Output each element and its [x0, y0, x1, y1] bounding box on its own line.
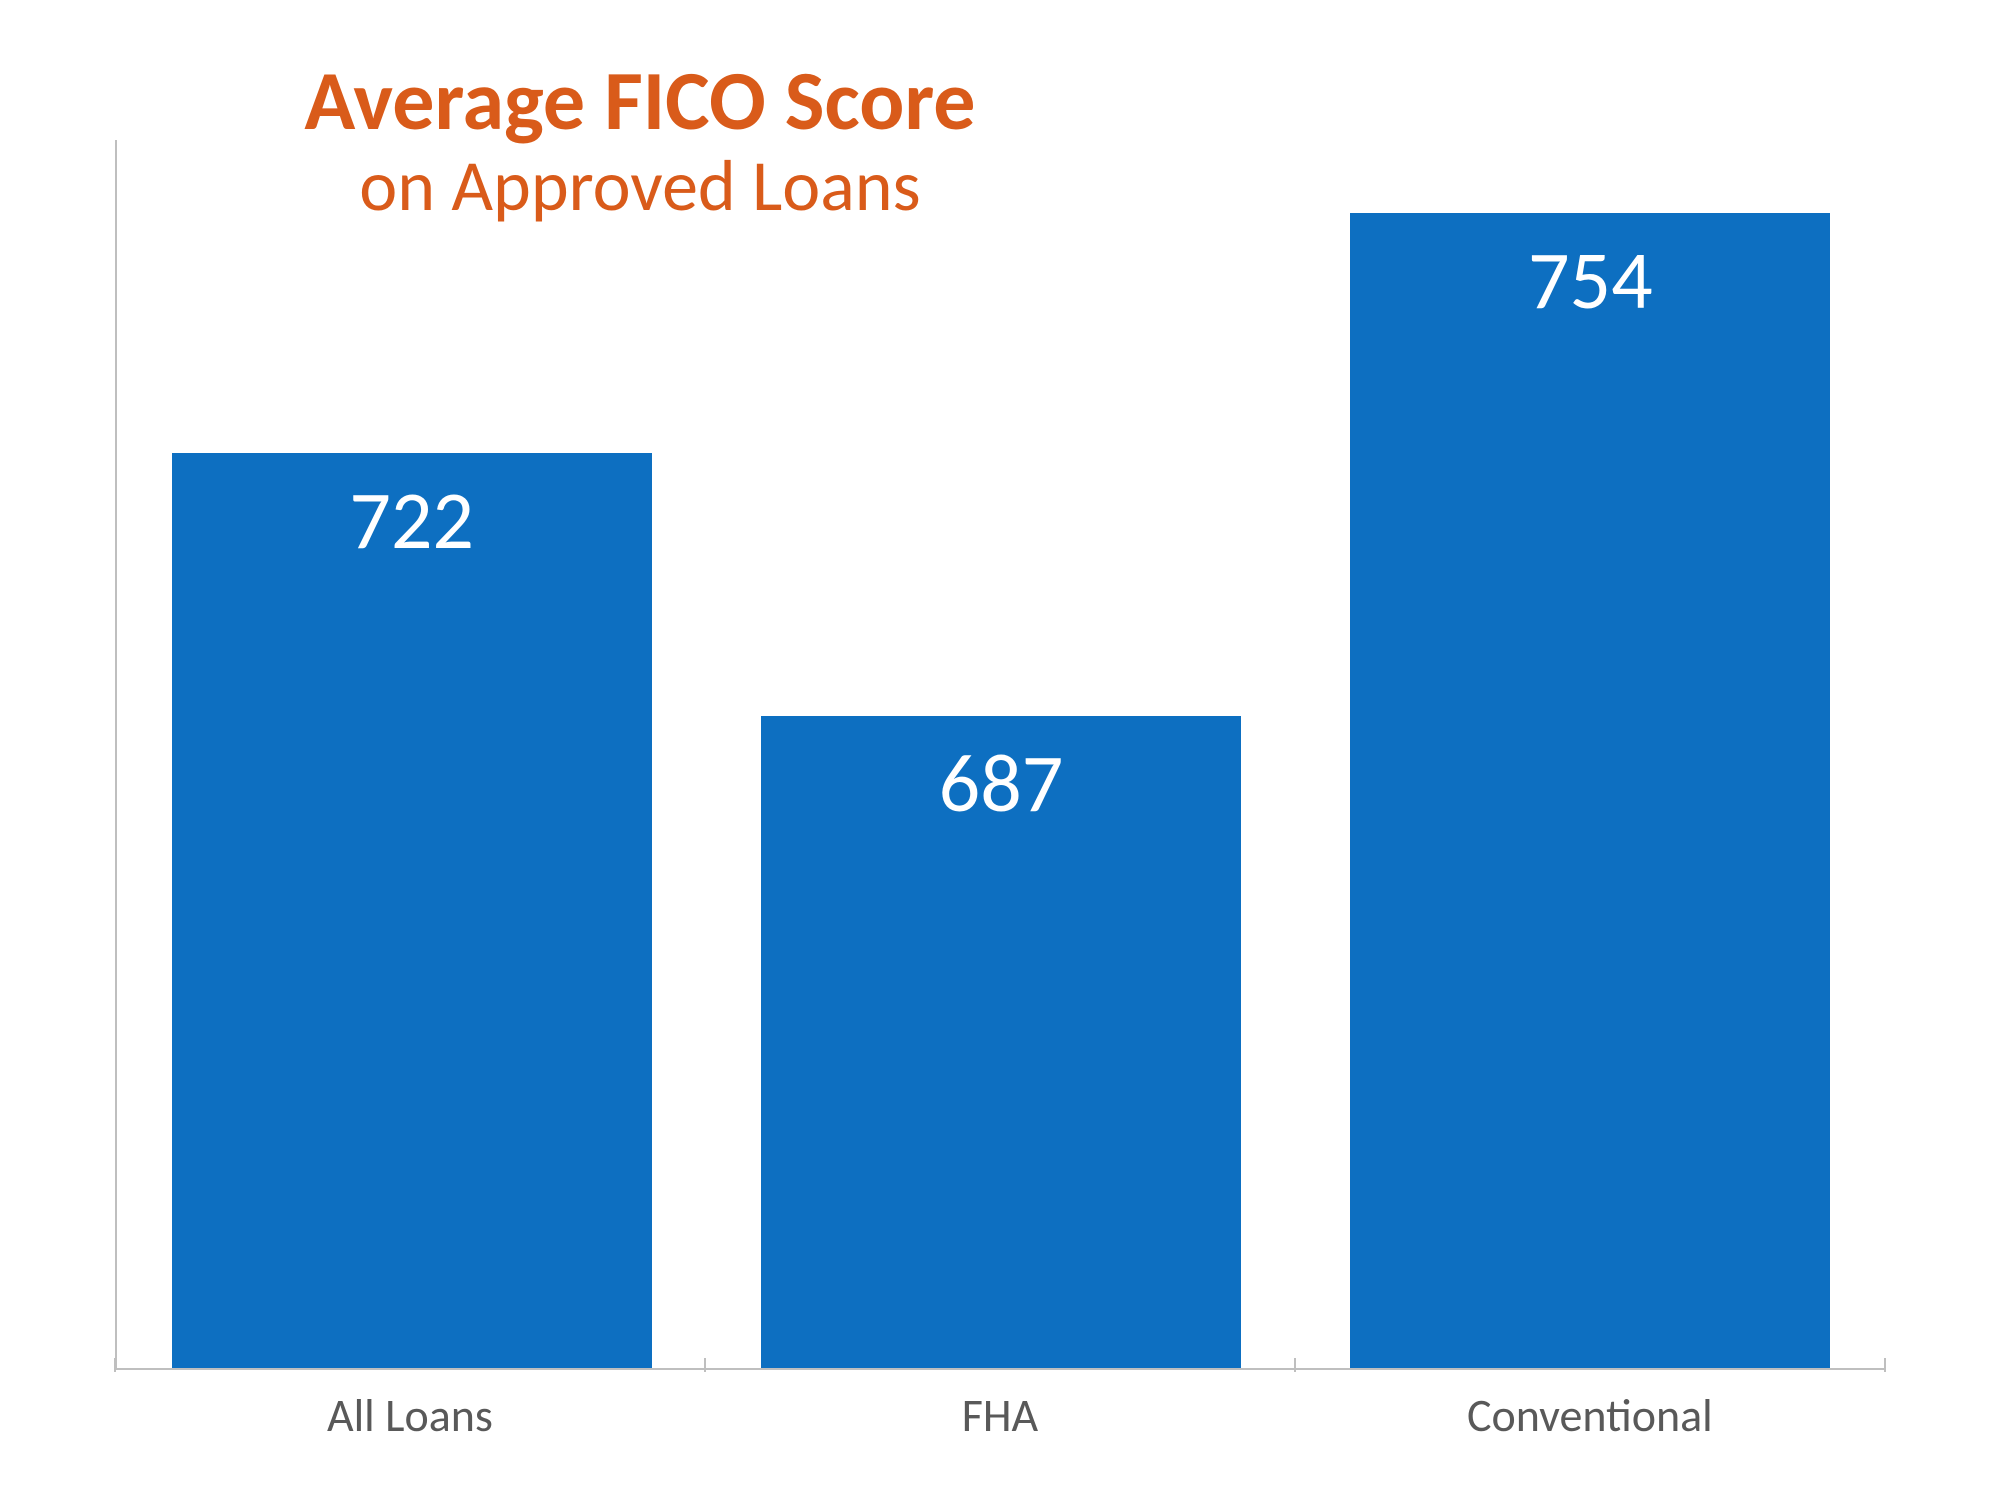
x-axis-tick [1884, 1358, 1886, 1372]
bar: 687 [761, 716, 1241, 1369]
x-axis-label: FHA [705, 1370, 1295, 1500]
chart-title-line1: Average FICO Score [140, 55, 1140, 147]
x-axis-label: Conventional [1295, 1370, 1885, 1500]
bars-container: 722 687 754 [117, 140, 1885, 1368]
x-axis-tick [704, 1358, 706, 1372]
bar-slot: 722 [117, 453, 706, 1368]
x-axis-label: All Loans [115, 1370, 705, 1500]
bar-slot: 754 [1296, 213, 1885, 1368]
bar-value-label: 722 [172, 471, 652, 571]
x-axis-labels: All LoansFHAConventional [115, 1370, 1885, 1500]
bar: 754 [1350, 213, 1830, 1368]
bar-value-label: 687 [761, 734, 1241, 834]
plot-area: 722 687 754 [115, 140, 1885, 1370]
bar: 722 [172, 453, 652, 1368]
x-axis-tick [1294, 1358, 1296, 1372]
bar-slot: 687 [706, 716, 1295, 1369]
x-axis-tick [114, 1358, 116, 1372]
bar-value-label: 754 [1350, 231, 1830, 331]
fico-bar-chart: Average FICO Score on Approved Loans 722… [0, 0, 2000, 1500]
